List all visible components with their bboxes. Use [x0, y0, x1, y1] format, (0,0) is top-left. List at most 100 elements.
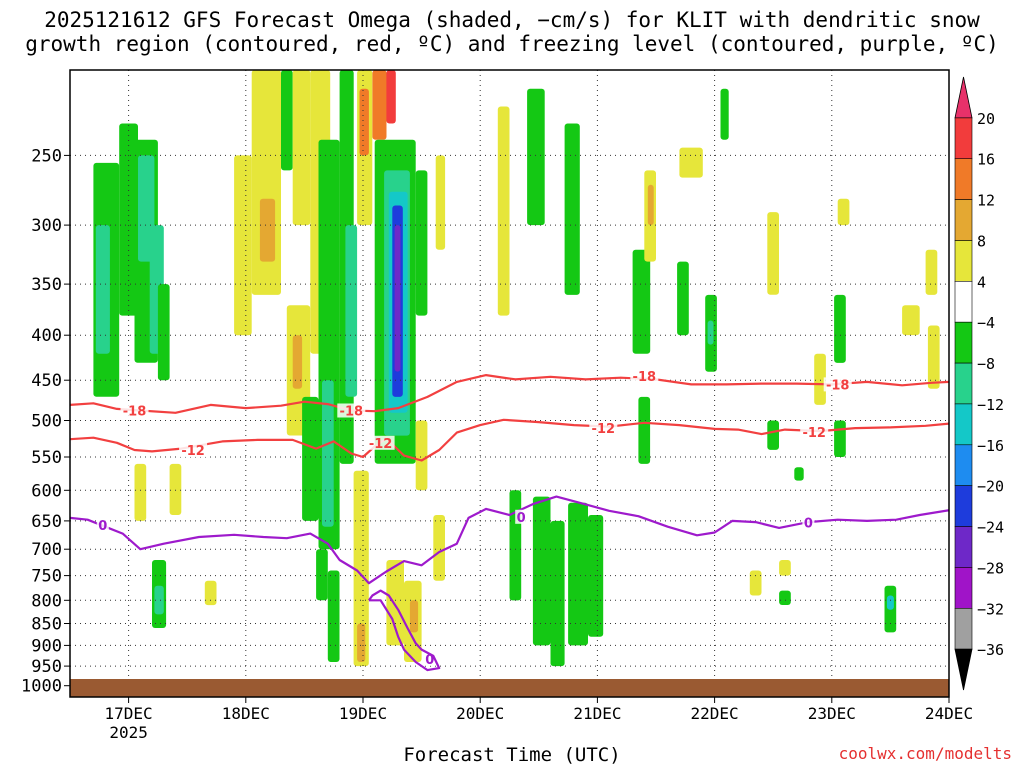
- contour-label-bg: [96, 518, 109, 532]
- contour-label: 0: [804, 517, 813, 532]
- omega-cell: [415, 170, 428, 316]
- omega-cell: [353, 470, 369, 667]
- contour-label-bg: [179, 443, 208, 457]
- omega-cell: [532, 496, 551, 646]
- x-tick-label: 22DEC: [691, 704, 739, 723]
- x-axis-title: Forecast Time (UTC): [403, 744, 621, 766]
- contour-label-bg: [802, 515, 815, 530]
- contour-label-bg: [515, 509, 528, 524]
- omega-cell: [292, 70, 311, 226]
- contour-label: -12: [181, 444, 205, 459]
- omega-cell: [316, 549, 328, 601]
- omega-cell: [345, 225, 358, 397]
- colorbar-label: 4: [977, 273, 986, 291]
- colorbar-swatch: [954, 403, 973, 446]
- omega-cell: [679, 147, 703, 178]
- plot-frame: [69, 69, 950, 698]
- chart-title-line-2: growth region (contoured, red, ºC) and f…: [25, 32, 999, 56]
- colorbar-swatch: [954, 321, 973, 364]
- omega-cell: [259, 198, 276, 262]
- omega-cell: [157, 284, 170, 381]
- omega-cell: [834, 420, 846, 457]
- omega-cell: [433, 515, 445, 581]
- colorbar-label: −24: [977, 519, 1004, 537]
- x-tick-label: 17DEC: [105, 704, 153, 723]
- y-tick-label: 800: [31, 591, 62, 611]
- x-tick-label: 19DEC: [339, 704, 387, 723]
- omega-cell: [767, 212, 779, 295]
- omega-cell: [154, 585, 164, 615]
- chart-title-line-1: 2025121612 GFS Forecast Omega (shaded, −…: [44, 8, 980, 32]
- y-tick-label: 950: [31, 657, 62, 677]
- x-tick-label: 20DEC: [456, 704, 504, 723]
- omega-cell: [550, 520, 565, 667]
- y-tick-label: 650: [31, 512, 62, 532]
- contours: -18 -18 -18 -18 -12 -12 -12 -12 0 0 0 0: [70, 368, 949, 672]
- contour-label-bg: [823, 377, 852, 392]
- colorbar-label: 8: [977, 233, 986, 251]
- colorbar-swatch: [954, 607, 973, 650]
- omega-cell: [779, 590, 791, 605]
- y-tick-label: 600: [31, 481, 62, 501]
- colorbar-label: 20: [977, 110, 995, 128]
- omega-cell: [837, 198, 850, 226]
- y-axis: 2503003504004505005506006507007508008509…: [21, 146, 70, 697]
- omega-cell: [927, 325, 940, 389]
- omega-cell: [169, 463, 182, 515]
- colorbar-label: 12: [977, 192, 995, 210]
- contour-label-bg: [800, 424, 829, 439]
- omega-cell: [386, 560, 404, 646]
- contour-label: -12: [592, 422, 616, 437]
- omega-cell: [386, 70, 396, 124]
- omega-cell: [435, 155, 446, 250]
- omega-cell: [564, 123, 580, 295]
- x-tick-label: 24DEC: [925, 704, 973, 723]
- y-tick-label: 550: [31, 448, 62, 468]
- colorbar-label: −36: [977, 641, 1004, 659]
- y-tick-label: 300: [31, 216, 62, 236]
- source-credit: coolwx.com/modelts: [838, 744, 1012, 763]
- colorbar-label: −12: [977, 396, 1004, 414]
- omega-cell: [204, 580, 217, 606]
- contour-label: -18: [633, 370, 657, 385]
- colorbar-swatch: [954, 280, 973, 323]
- contour-label: -18: [826, 378, 850, 393]
- colorbar-label: −16: [977, 437, 1004, 455]
- x-tick-sublabel: 2025: [109, 723, 148, 742]
- omega-cell: [119, 123, 138, 316]
- colorbar-swatch: [954, 567, 973, 609]
- colorbar-swatch: [954, 158, 973, 200]
- omega-cell: [322, 380, 334, 527]
- contour-label: 0: [425, 653, 434, 668]
- contour-label: -18: [123, 405, 147, 420]
- colorbar: 20 16 12 8 4 −4 −8 −12 −16 −20 −24 −28 −32 −36: [954, 76, 1004, 691]
- omega-cell: [638, 396, 651, 464]
- omega-cell: [647, 184, 654, 226]
- y-tick-label: 1000: [21, 677, 62, 697]
- colorbar-label: −28: [977, 559, 1004, 577]
- contour-label-bg: [366, 435, 395, 450]
- omega-cell: [707, 320, 714, 345]
- omega-cell: [886, 595, 894, 610]
- omega-cell: [834, 294, 846, 363]
- omega-cell: [568, 502, 588, 646]
- omega-cell: [394, 225, 401, 372]
- omega-cell: [357, 623, 366, 662]
- omega-cell: [779, 560, 791, 576]
- contour-label: -12: [369, 437, 393, 452]
- y-tick-label: 500: [31, 412, 62, 432]
- contour-label: 0: [517, 511, 526, 526]
- colorbar-label: −8: [977, 355, 995, 373]
- colorbar-cap-top: [954, 76, 973, 119]
- omega-cell: [95, 225, 110, 354]
- omega-cell: [327, 570, 340, 662]
- colorbar-swatch: [954, 199, 973, 241]
- contour-label-bg: [337, 403, 366, 418]
- colorbar-swatch: [954, 444, 973, 486]
- omega-cell: [497, 106, 510, 316]
- omega-cell: [677, 261, 689, 336]
- omega-cell: [415, 420, 428, 491]
- omega-cell: [292, 335, 303, 389]
- colorbar-swatch: [954, 240, 973, 282]
